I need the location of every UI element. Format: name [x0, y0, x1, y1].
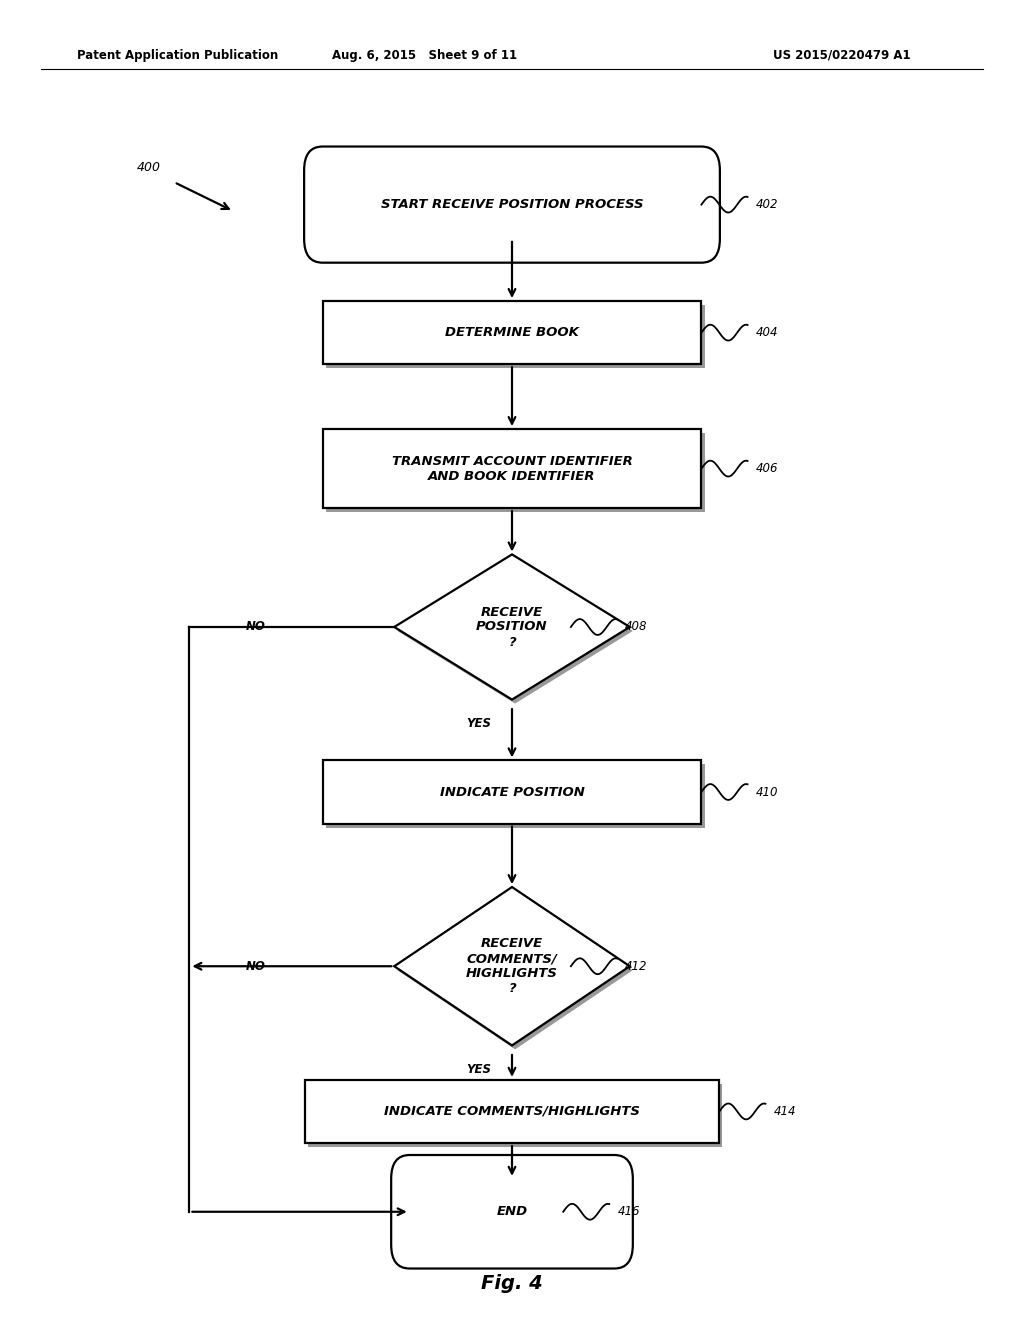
Text: RECEIVE
POSITION
?: RECEIVE POSITION ?: [476, 606, 548, 648]
FancyBboxPatch shape: [304, 147, 720, 263]
Text: 408: 408: [625, 620, 647, 634]
Text: 412: 412: [625, 960, 647, 973]
Text: 414: 414: [774, 1105, 796, 1118]
Text: 406: 406: [756, 462, 778, 475]
Text: YES: YES: [467, 717, 492, 730]
FancyBboxPatch shape: [326, 305, 705, 368]
Text: INDICATE COMMENTS/HIGHLIGHTS: INDICATE COMMENTS/HIGHLIGHTS: [384, 1105, 640, 1118]
FancyBboxPatch shape: [323, 429, 701, 508]
FancyBboxPatch shape: [391, 1155, 633, 1269]
Text: 400: 400: [136, 161, 161, 174]
Text: 410: 410: [756, 785, 778, 799]
Text: DETERMINE BOOK: DETERMINE BOOK: [445, 326, 579, 339]
Text: YES: YES: [467, 1063, 492, 1076]
FancyBboxPatch shape: [326, 433, 705, 512]
Text: Fig. 4: Fig. 4: [481, 1274, 543, 1292]
Polygon shape: [397, 891, 633, 1049]
Text: END: END: [497, 1205, 527, 1218]
FancyBboxPatch shape: [326, 174, 705, 243]
Polygon shape: [394, 554, 630, 700]
FancyBboxPatch shape: [326, 764, 705, 828]
FancyBboxPatch shape: [413, 1183, 617, 1249]
Text: INDICATE POSITION: INDICATE POSITION: [439, 785, 585, 799]
Polygon shape: [394, 887, 630, 1045]
Text: US 2015/0220479 A1: US 2015/0220479 A1: [773, 49, 910, 62]
Text: START RECEIVE POSITION PROCESS: START RECEIVE POSITION PROCESS: [381, 198, 643, 211]
Text: RECEIVE
COMMENTS/
HIGHLIGHTS
?: RECEIVE COMMENTS/ HIGHLIGHTS ?: [466, 937, 558, 995]
FancyBboxPatch shape: [307, 1084, 723, 1147]
Text: 402: 402: [756, 198, 778, 211]
Text: 404: 404: [756, 326, 778, 339]
Text: NO: NO: [246, 960, 266, 973]
Text: 416: 416: [617, 1205, 640, 1218]
FancyBboxPatch shape: [323, 760, 701, 824]
Text: Aug. 6, 2015   Sheet 9 of 11: Aug. 6, 2015 Sheet 9 of 11: [333, 49, 517, 62]
FancyBboxPatch shape: [323, 301, 701, 364]
Text: Patent Application Publication: Patent Application Publication: [77, 49, 279, 62]
Text: NO: NO: [246, 620, 266, 634]
FancyBboxPatch shape: [305, 1080, 719, 1143]
Polygon shape: [397, 558, 633, 704]
Text: TRANSMIT ACCOUNT IDENTIFIER
AND BOOK IDENTIFIER: TRANSMIT ACCOUNT IDENTIFIER AND BOOK IDE…: [391, 454, 633, 483]
